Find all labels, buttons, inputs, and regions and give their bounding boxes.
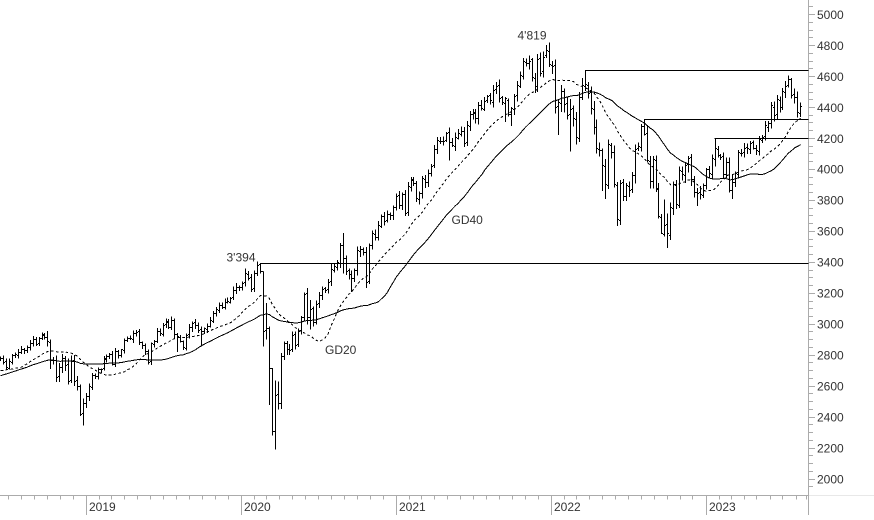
svg-text:2600: 2600 xyxy=(817,380,844,394)
svg-text:2000: 2000 xyxy=(817,472,844,486)
svg-text:3'394: 3'394 xyxy=(227,251,256,265)
svg-text:2020: 2020 xyxy=(244,500,271,514)
svg-text:4000: 4000 xyxy=(817,163,844,177)
svg-text:2022: 2022 xyxy=(554,500,581,514)
svg-text:4600: 4600 xyxy=(817,70,844,84)
svg-text:GD20: GD20 xyxy=(325,343,357,357)
svg-text:2021: 2021 xyxy=(399,500,426,514)
svg-text:4200: 4200 xyxy=(817,132,844,146)
svg-text:5000: 5000 xyxy=(817,8,844,22)
svg-text:2019: 2019 xyxy=(89,500,116,514)
svg-text:2400: 2400 xyxy=(817,410,844,424)
svg-text:2200: 2200 xyxy=(817,441,844,455)
svg-text:2800: 2800 xyxy=(817,349,844,363)
svg-text:2023: 2023 xyxy=(709,500,736,514)
svg-text:4800: 4800 xyxy=(817,39,844,53)
svg-text:4400: 4400 xyxy=(817,101,844,115)
svg-text:3800: 3800 xyxy=(817,194,844,208)
svg-text:GD40: GD40 xyxy=(452,213,484,227)
svg-text:3000: 3000 xyxy=(817,318,844,332)
svg-text:3600: 3600 xyxy=(817,225,844,239)
svg-text:3200: 3200 xyxy=(817,287,844,301)
svg-text:4'819: 4'819 xyxy=(518,29,547,43)
svg-text:3400: 3400 xyxy=(817,256,844,270)
